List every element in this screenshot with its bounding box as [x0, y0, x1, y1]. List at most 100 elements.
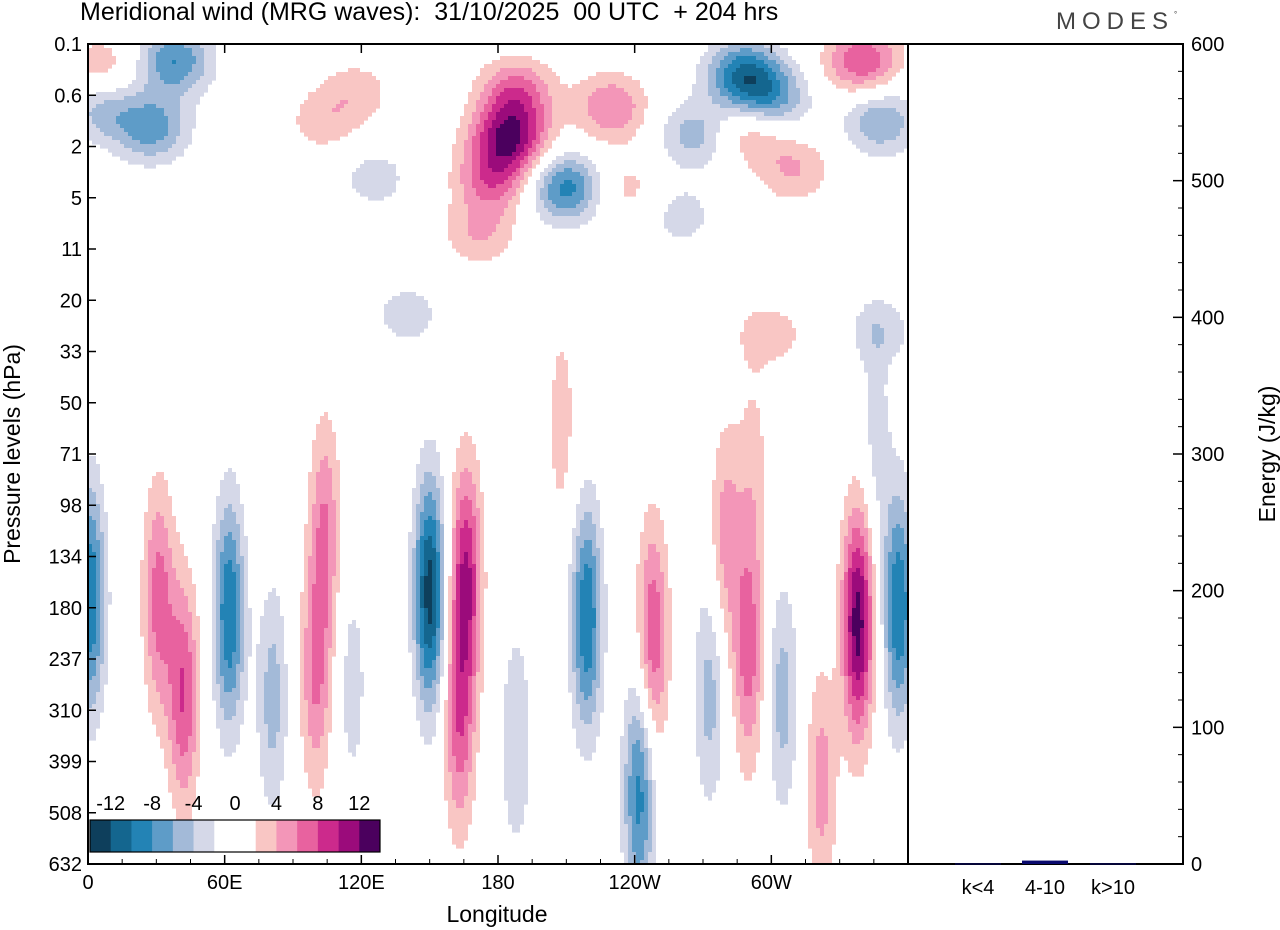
heatmap-cell: [264, 700, 280, 705]
heatmap-cell: [452, 156, 464, 161]
heatmap-cell: [600, 592, 608, 597]
heatmap-cell: [416, 528, 420, 533]
heatmap-cell: [144, 548, 148, 553]
heatmap-cell: [100, 576, 104, 581]
heatmap-cell: [152, 480, 168, 485]
heatmap-cell: [192, 52, 204, 57]
heatmap-cell: [88, 652, 100, 657]
heatmap-cell: [600, 576, 604, 581]
heatmap-cell: [504, 212, 516, 217]
heatmap-cell: [600, 580, 604, 585]
heatmap-cell: [452, 740, 468, 745]
heatmap-cell: [788, 96, 800, 101]
heatmap-cell: [860, 120, 904, 125]
heatmap-cell: [596, 620, 600, 625]
heatmap-cell: [452, 736, 468, 741]
heatmap-cell: [408, 624, 412, 629]
heatmap-cell: [268, 732, 276, 737]
heatmap-cell: [244, 600, 248, 605]
heatmap-cell: [428, 568, 432, 573]
heatmap-cell: [756, 616, 760, 621]
heatmap-cell: [96, 576, 100, 581]
heatmap-cell: [436, 620, 440, 625]
heatmap-cell: [460, 536, 472, 541]
heatmap-cell: [504, 728, 528, 733]
heatmap-cell: [868, 568, 872, 573]
heatmap-cell: [624, 708, 640, 713]
heatmap-cell: [304, 648, 312, 653]
heatmap-cell: [828, 780, 836, 785]
heatmap-cell: [856, 144, 908, 149]
heatmap-cell: [740, 644, 756, 649]
heatmap-cell: [408, 608, 412, 613]
heatmap-cell: [188, 776, 196, 781]
heatmap-cell: [88, 616, 96, 621]
heatmap-cell: [264, 792, 280, 797]
heatmap-cell: [788, 660, 796, 665]
heatmap-cell: [648, 592, 660, 597]
heatmap-cell: [300, 668, 304, 673]
heatmap-cell: [300, 652, 304, 657]
heatmap-cell: [312, 668, 324, 673]
heatmap-cell: [860, 532, 868, 537]
heatmap-cell: [544, 104, 552, 109]
heatmap-cell: [160, 656, 192, 661]
heatmap-cell: [424, 612, 428, 617]
heatmap-cell: [648, 752, 652, 757]
heatmap-cell: [268, 724, 280, 729]
heatmap-cell: [216, 508, 224, 513]
heatmap-cell: [648, 676, 664, 681]
heatmap-cell: [892, 608, 908, 613]
heatmap-cell: [536, 196, 540, 201]
heatmap-cell: [472, 676, 476, 681]
heatmap-cell: [304, 560, 308, 565]
heatmap-cell: [724, 68, 736, 73]
heatmap-cell: [680, 128, 704, 133]
heatmap-cell: [772, 772, 792, 777]
heatmap-cell: [536, 84, 548, 89]
heatmap-cell: [172, 700, 180, 705]
heatmap-cell: [88, 588, 96, 593]
heatmap-cell: [328, 572, 336, 577]
heatmap-cell: [640, 556, 648, 561]
heatmap-cell: [664, 140, 680, 145]
heatmap-cell: [648, 556, 660, 561]
heatmap-cell: [812, 704, 844, 709]
heatmap-cell: [224, 476, 236, 481]
heatmap-cell: [592, 584, 596, 589]
heatmap-cell: [636, 796, 644, 801]
heatmap-cell: [472, 684, 476, 689]
heatmap-cell: [472, 508, 480, 513]
heatmap-cell: [216, 676, 224, 681]
heatmap-cell: [220, 620, 224, 625]
heatmap-cell: [660, 620, 664, 625]
heatmap-cell: [228, 660, 232, 665]
heatmap-cell: [236, 704, 244, 709]
heatmap-cell: [476, 500, 484, 505]
heatmap-cell: [536, 208, 548, 213]
heatmap-cell: [164, 756, 172, 761]
heatmap-cell: [872, 456, 900, 461]
heatmap-cell: [480, 640, 484, 645]
heatmap-cell: [444, 740, 448, 745]
heatmap-cell: [592, 600, 596, 605]
heatmap-cell: [752, 680, 760, 685]
heatmap-cell: [676, 196, 696, 201]
heatmap-cell: [300, 620, 308, 625]
heatmap-cell: [716, 76, 724, 81]
heatmap-cell: [336, 504, 340, 509]
heatmap-cell: [572, 572, 576, 577]
heatmap-cell: [860, 636, 864, 641]
heatmap-cell: [436, 560, 440, 565]
heatmap-cell: [808, 752, 816, 757]
heatmap-cell: [860, 116, 904, 121]
heatmap-cell: [628, 752, 632, 757]
heatmap-cell: [308, 480, 316, 485]
heatmap-cell: [852, 628, 860, 633]
heatmap-cell: [440, 600, 444, 605]
heatmap-cell: [844, 648, 848, 653]
heatmap-cell: [164, 524, 176, 529]
heatmap-cell: [848, 608, 852, 613]
heatmap-cell: [504, 760, 528, 765]
heatmap-cell: [316, 572, 328, 577]
